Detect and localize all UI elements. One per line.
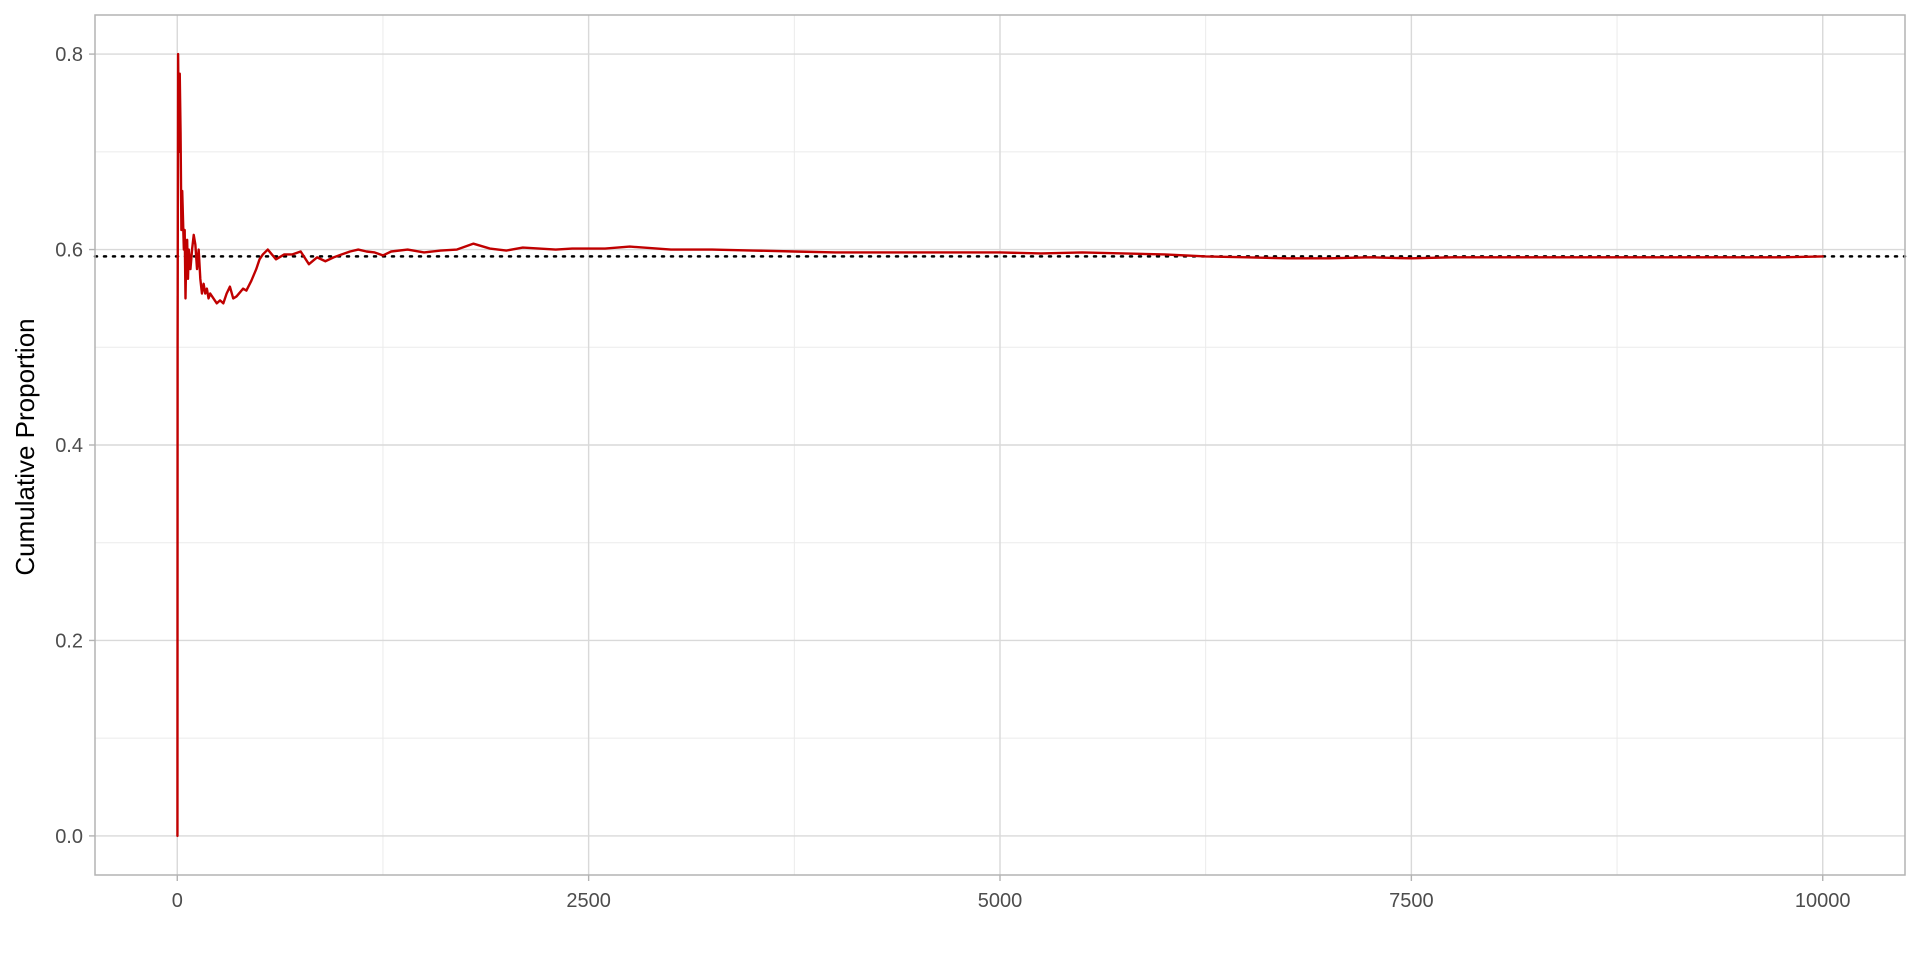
y-tick-label: 0.6 — [55, 240, 83, 262]
y-axis-title: Cumulative Proportion — [10, 318, 40, 575]
x-tick-label: 10000 — [1795, 890, 1851, 912]
series-line-1 — [176, 52, 1824, 838]
x-tick-label: 7500 — [1389, 890, 1434, 912]
y-tick-label: 0.2 — [55, 630, 83, 652]
x-tick-label: 0 — [172, 890, 183, 912]
major-gridlines — [95, 15, 1905, 875]
y-axis: 0.0 0.2 0.4 0.6 0.8 — [55, 44, 95, 848]
y-tick-label: 0.4 — [55, 435, 83, 457]
y-tick-label: 0.0 — [55, 826, 83, 848]
x-tick-label: 5000 — [978, 890, 1023, 912]
x-tick-label: 2500 — [566, 890, 611, 912]
series-layer — [176, 52, 1824, 838]
y-tick-label: 0.8 — [55, 44, 83, 66]
x-axis: 0 2500 5000 7500 10000 — [172, 875, 1851, 912]
